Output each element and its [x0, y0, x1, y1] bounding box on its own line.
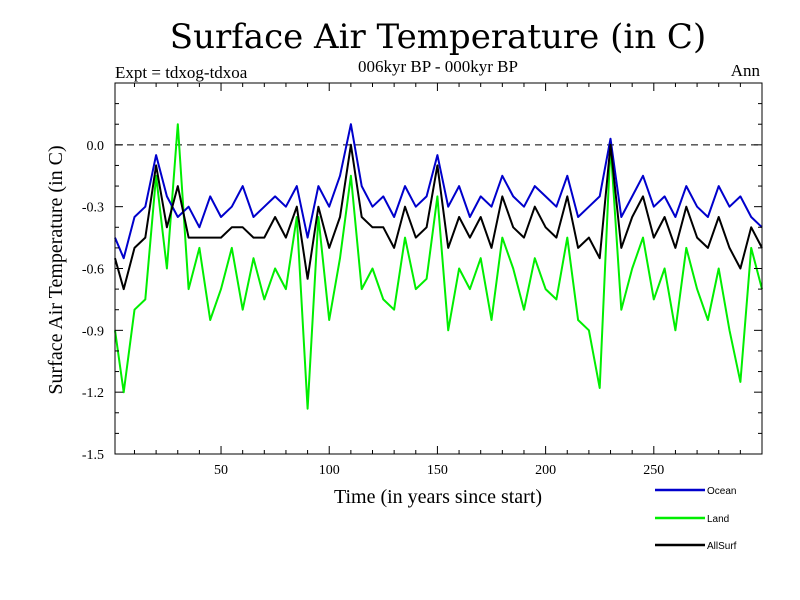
x-tick-label: 150	[427, 463, 448, 478]
legend-label-allsurf: AllSurf	[707, 541, 737, 552]
chart-title: Surface Air Temperature (in C)	[170, 17, 706, 57]
season-label: Ann	[731, 61, 761, 80]
y-axis-label: Surface Air Temperature (in C)	[45, 145, 67, 394]
x-axis-label: Time (in years since start)	[334, 486, 542, 508]
chart-subtitle: 006kyr BP - 000kyr BP	[358, 57, 518, 76]
y-tick-label: 0.0	[87, 139, 105, 154]
series-line-ocean	[114, 123, 763, 260]
y-tick-label: -1.2	[82, 386, 104, 401]
y-tick-label: -0.9	[82, 324, 104, 339]
x-tick-label: 50	[214, 463, 228, 478]
experiment-label: Expt = tdxog-tdxoa	[115, 63, 248, 82]
axes: 50 100 150 200 250 0.0 -0.3 -0.6 -0.9 -1.2 -1.5	[82, 82, 763, 478]
x-tick-label: 100	[319, 463, 340, 478]
x-tick-label: 200	[535, 463, 556, 478]
legend: Ocean Land AllSurf	[655, 486, 737, 552]
x-tick-label: 250	[643, 463, 664, 478]
legend-label-land: Land	[707, 514, 729, 525]
series-layer	[114, 123, 763, 410]
y-tick-label: -0.6	[82, 263, 104, 278]
y-tick-label: -1.5	[82, 448, 104, 463]
legend-label-ocean: Ocean	[707, 486, 736, 497]
series-line-allsurf	[114, 143, 763, 291]
series-line-land	[114, 123, 763, 410]
y-tick-label: -0.3	[82, 201, 104, 216]
